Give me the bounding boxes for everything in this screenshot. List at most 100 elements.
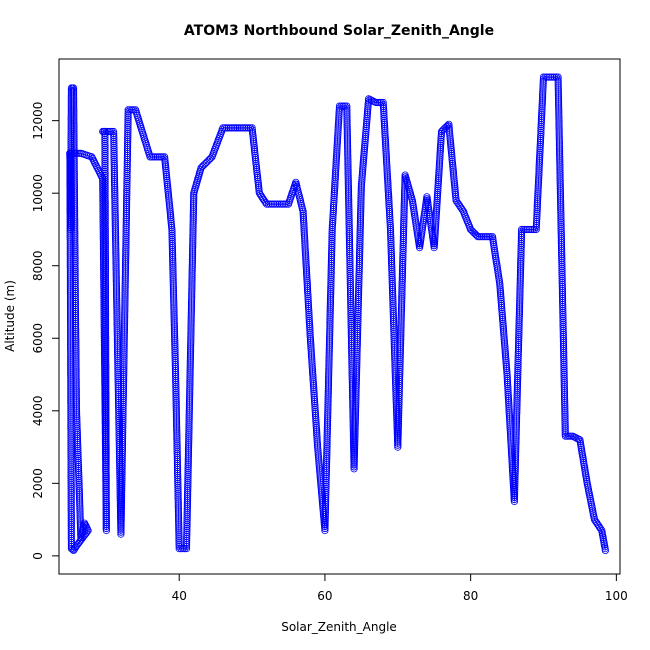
data-point (169, 285, 177, 293)
data-point (396, 354, 404, 362)
data-point (400, 219, 408, 227)
data-point (300, 227, 308, 235)
data-point (66, 263, 74, 271)
data-point (123, 193, 131, 201)
data-point (307, 348, 315, 356)
data-point (111, 203, 119, 211)
data-point (67, 389, 75, 397)
data-point (99, 127, 107, 136)
data-point (395, 381, 403, 390)
data-point (400, 215, 408, 223)
data-point (173, 448, 181, 456)
data-point (396, 350, 404, 358)
data-point (165, 194, 173, 202)
data-point (102, 496, 110, 505)
data-point (183, 526, 191, 535)
data-point (554, 99, 563, 107)
data-point (386, 212, 394, 220)
data-point (512, 432, 520, 440)
data-point (67, 528, 75, 537)
data-point (67, 409, 75, 417)
data-point (537, 128, 545, 137)
data-point (327, 263, 335, 271)
data-point (113, 315, 121, 323)
data-point (172, 394, 180, 402)
data-point (67, 534, 75, 543)
data-point (228, 124, 236, 132)
data-point (75, 482, 83, 490)
data-point (353, 357, 361, 365)
data-point (512, 448, 520, 456)
data-point (102, 343, 110, 351)
data-point (169, 253, 177, 261)
data-point (446, 136, 454, 144)
data-point (74, 450, 82, 459)
data-point (166, 204, 174, 212)
data-point (171, 335, 179, 343)
data-point (174, 467, 182, 476)
data-point (123, 191, 131, 199)
data-point (102, 455, 110, 463)
data-point (382, 142, 390, 150)
data-point (66, 301, 75, 309)
data-point (396, 340, 405, 348)
data-point (433, 200, 441, 208)
data-point (102, 359, 110, 367)
data-point (102, 433, 110, 441)
data-point (432, 216, 440, 224)
data-point (174, 477, 182, 485)
data-point (386, 227, 395, 236)
data-point (102, 325, 110, 333)
data-point (66, 283, 75, 291)
data-point (67, 471, 75, 479)
data-point (301, 237, 309, 245)
data-point (539, 83, 547, 91)
data-point (395, 405, 403, 413)
data-point (122, 215, 130, 223)
data-point (433, 198, 441, 206)
data-point (503, 366, 511, 375)
data-point (395, 377, 404, 386)
data-point (171, 349, 179, 357)
data-point (327, 259, 335, 267)
data-point (120, 347, 128, 355)
y-axis: 0 2000 4000 6000 8000 10000 12000 (31, 102, 60, 560)
data-point (513, 380, 522, 388)
data-point (102, 516, 110, 525)
data-point (538, 95, 547, 103)
data-point (124, 114, 132, 122)
data-point (67, 505, 75, 513)
data-point (121, 269, 130, 277)
data-point (398, 272, 406, 280)
data-point (172, 390, 180, 398)
data-point (356, 234, 364, 242)
data-point (255, 185, 263, 193)
data-point (67, 325, 75, 333)
data-point (252, 161, 260, 170)
data-point (185, 399, 194, 407)
data-point (381, 130, 389, 138)
data-point (447, 144, 455, 152)
data-point (514, 338, 523, 347)
data-point (102, 431, 110, 439)
data-point (507, 446, 515, 454)
data-point (101, 299, 110, 307)
data-point (519, 225, 528, 234)
data-point (498, 309, 506, 317)
data-point (434, 188, 442, 197)
data-point (364, 105, 372, 113)
data-point (74, 464, 83, 473)
data-point (102, 399, 110, 407)
data-point (166, 208, 174, 216)
data-point (517, 257, 525, 265)
data-point (101, 273, 110, 281)
data-point (188, 281, 196, 289)
data-point (174, 481, 182, 489)
data-point (533, 214, 541, 222)
data-point (167, 218, 175, 226)
data-point (394, 419, 402, 427)
data-point (302, 261, 310, 269)
data-point (67, 445, 75, 453)
data-point (102, 453, 110, 461)
data-point (70, 122, 78, 130)
